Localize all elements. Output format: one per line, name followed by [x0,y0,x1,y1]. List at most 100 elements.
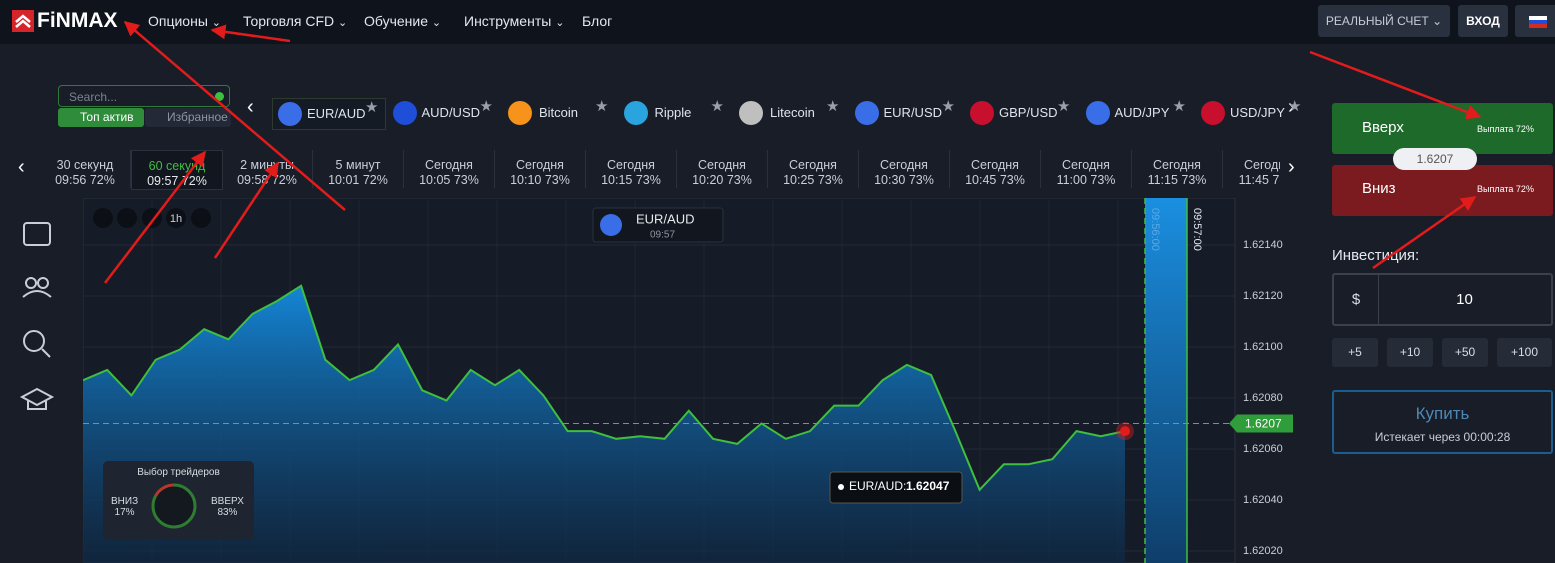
asset-tab[interactable]: USD/JPY ★ [1196,98,1308,128]
expiry-payout: 73% [544,173,570,187]
expiry-time-row: 10:10 73% [495,173,585,188]
education-icon[interactable] [19,387,55,410]
favorite-star[interactable]: ★ [595,98,609,115]
logo[interactable]: FiNMAX [37,9,118,32]
expiry-option[interactable]: Сегодня 11:15 73% [1132,150,1223,188]
nav-item[interactable]: Обучение ⌄ [364,13,442,29]
expiry-time: 10:30 [874,173,906,187]
favorite-star[interactable]: ★ [941,98,955,115]
expiry-line-label: 09:56:00 [1149,208,1161,251]
expiry-payout: 72% [362,173,388,187]
account-select[interactable]: РЕАЛЬНЫЙ СЧЕТ ⌄ [1318,5,1450,37]
favorite-star[interactable]: ★ [1172,98,1186,115]
quick-amount[interactable]: +5 [1332,338,1378,367]
chart-type[interactable] [142,208,162,228]
expiry-payout: 73% [908,173,934,187]
expiry-label: Сегодня [698,158,746,172]
down-button[interactable]: Вниз Выплата 72% [1332,165,1553,216]
assets-prev[interactable]: ‹ [247,96,254,118]
expiry-time: 11:00 [1056,173,1087,187]
investment-input[interactable]: $ 10 [1332,273,1553,326]
favorite-star[interactable]: ★ [1057,98,1071,115]
asset-name: Bitcoin [539,105,579,120]
asset-icon [278,102,302,126]
expiry-option[interactable]: 2 минуты 09:58 72% [222,150,313,188]
expires-time: 00:00:28 [1463,430,1511,444]
icon-circle [508,101,532,125]
up-button[interactable]: Вверх Выплата 72% [1332,103,1553,154]
expiry-option[interactable]: 30 секунд 09:56 72% [40,150,131,188]
nav-item[interactable]: Блог [582,13,613,29]
asset-icon [1201,101,1225,125]
asset-tab[interactable]: Ripple ★ [619,98,731,128]
asset-tab[interactable]: EUR/USD ★ [850,98,962,128]
expiry-payout: 72% [89,173,115,187]
nav-item[interactable]: Инструменты ⌄ [464,13,565,29]
top-assets-tab[interactable]: Топ актив [58,108,144,127]
expiry-prev[interactable]: ‹ [18,156,25,178]
asset-tab[interactable]: GBP/USD ★ [965,98,1077,128]
wallet-icon[interactable] [23,222,51,246]
search-placeholder: Search... [69,90,118,104]
expiry-time-row: 11:00 73% [1041,173,1131,188]
nav-item[interactable]: Опционы ⌄ [148,13,221,29]
expiry-option[interactable]: Сегодня 10:25 73% [768,150,859,188]
expiry-band [1145,198,1187,563]
asset-tab[interactable]: EUR/AUD ★ [272,98,386,130]
favorite-star[interactable]: ★ [710,98,724,115]
language-select[interactable] [1515,5,1555,37]
expiry-option[interactable]: Сегодня 10:20 73% [677,150,768,188]
search-input[interactable]: Search... [58,85,230,107]
expiry-option[interactable]: 60 секунд 09:57 72% [131,150,223,190]
down-label: ВНИЗ 17% [111,496,138,518]
asset-name: GBP/USD [999,105,1058,120]
zoom-in[interactable] [93,208,113,228]
favorite-star[interactable]: ★ [826,98,840,115]
asset-name: USD/JPY [1230,105,1285,120]
asset-header-box [592,207,724,243]
expiry-time-row: 09:58 72% [222,173,312,188]
favorites-tab[interactable]: Избранное [145,108,231,127]
traders-choice: Выбор трейдеров ВНИЗ 17% ВВЕРХ 83% [103,461,254,540]
expiry-option[interactable]: Сегодня 10:05 73% [404,150,495,188]
expiry-option[interactable]: Сегодня 10:15 73% [586,150,677,188]
assets-next[interactable]: › [1288,96,1295,118]
login-button[interactable]: ВХОД [1458,5,1508,37]
chart: 1.62140 1.62120 1.62100 1.62080 1.62060 1.620… [83,198,1293,563]
icon-circle [970,101,994,125]
expiry-time: 10:10 [510,173,542,187]
nav-item[interactable]: Торговля CFD ⌄ [243,13,348,29]
expiry-time: 10:01 [328,173,360,187]
asset-tab[interactable]: Litecoin ★ [734,98,846,128]
community-icon[interactable] [25,277,37,289]
asset-name: Ripple [654,105,692,120]
zoom-out[interactable] [117,208,137,228]
asset-header-time: 09:57 [650,230,675,241]
quick-amount[interactable]: +50 [1442,338,1488,367]
expiry-option[interactable]: Сегодня 10:10 73% [495,150,586,188]
expiry-option[interactable]: 5 минут 10:01 72% [313,150,404,188]
tooltip-value: 1.62047 [906,479,950,493]
favorite-star[interactable]: ★ [365,99,379,116]
expiry-option[interactable]: Сегодня 11:00 73% [1041,150,1132,188]
expiry-option[interactable]: Сегодня 10:30 73% [859,150,950,188]
asset-tab[interactable]: AUD/JPY ★ [1081,98,1193,128]
expiry-payout: 73% [1181,173,1207,187]
expiry-label: Сегодня [971,158,1019,172]
analytics-icon[interactable] [23,330,45,352]
quick-amount[interactable]: +100 [1497,338,1552,367]
expiry-next[interactable]: › [1288,156,1295,178]
quick-amount[interactable]: +10 [1387,338,1433,367]
asset-tab[interactable]: AUD/USD ★ [388,98,500,128]
asset-tab[interactable]: Bitcoin ★ [503,98,615,128]
icon-circle [392,101,417,125]
indicators-button[interactable] [191,208,211,228]
favorite-star[interactable]: ★ [479,98,493,115]
favorite-star[interactable]: ★ [1288,98,1302,115]
buy-button[interactable]: Купить Истекает через 00:00:28 [1332,390,1553,454]
asset-name: EUR/USD [883,105,943,120]
expiry-label: Сегодня [425,158,473,172]
expiry-option[interactable]: Сегодня 10:45 73% [950,150,1041,188]
asset-icon [508,101,532,125]
